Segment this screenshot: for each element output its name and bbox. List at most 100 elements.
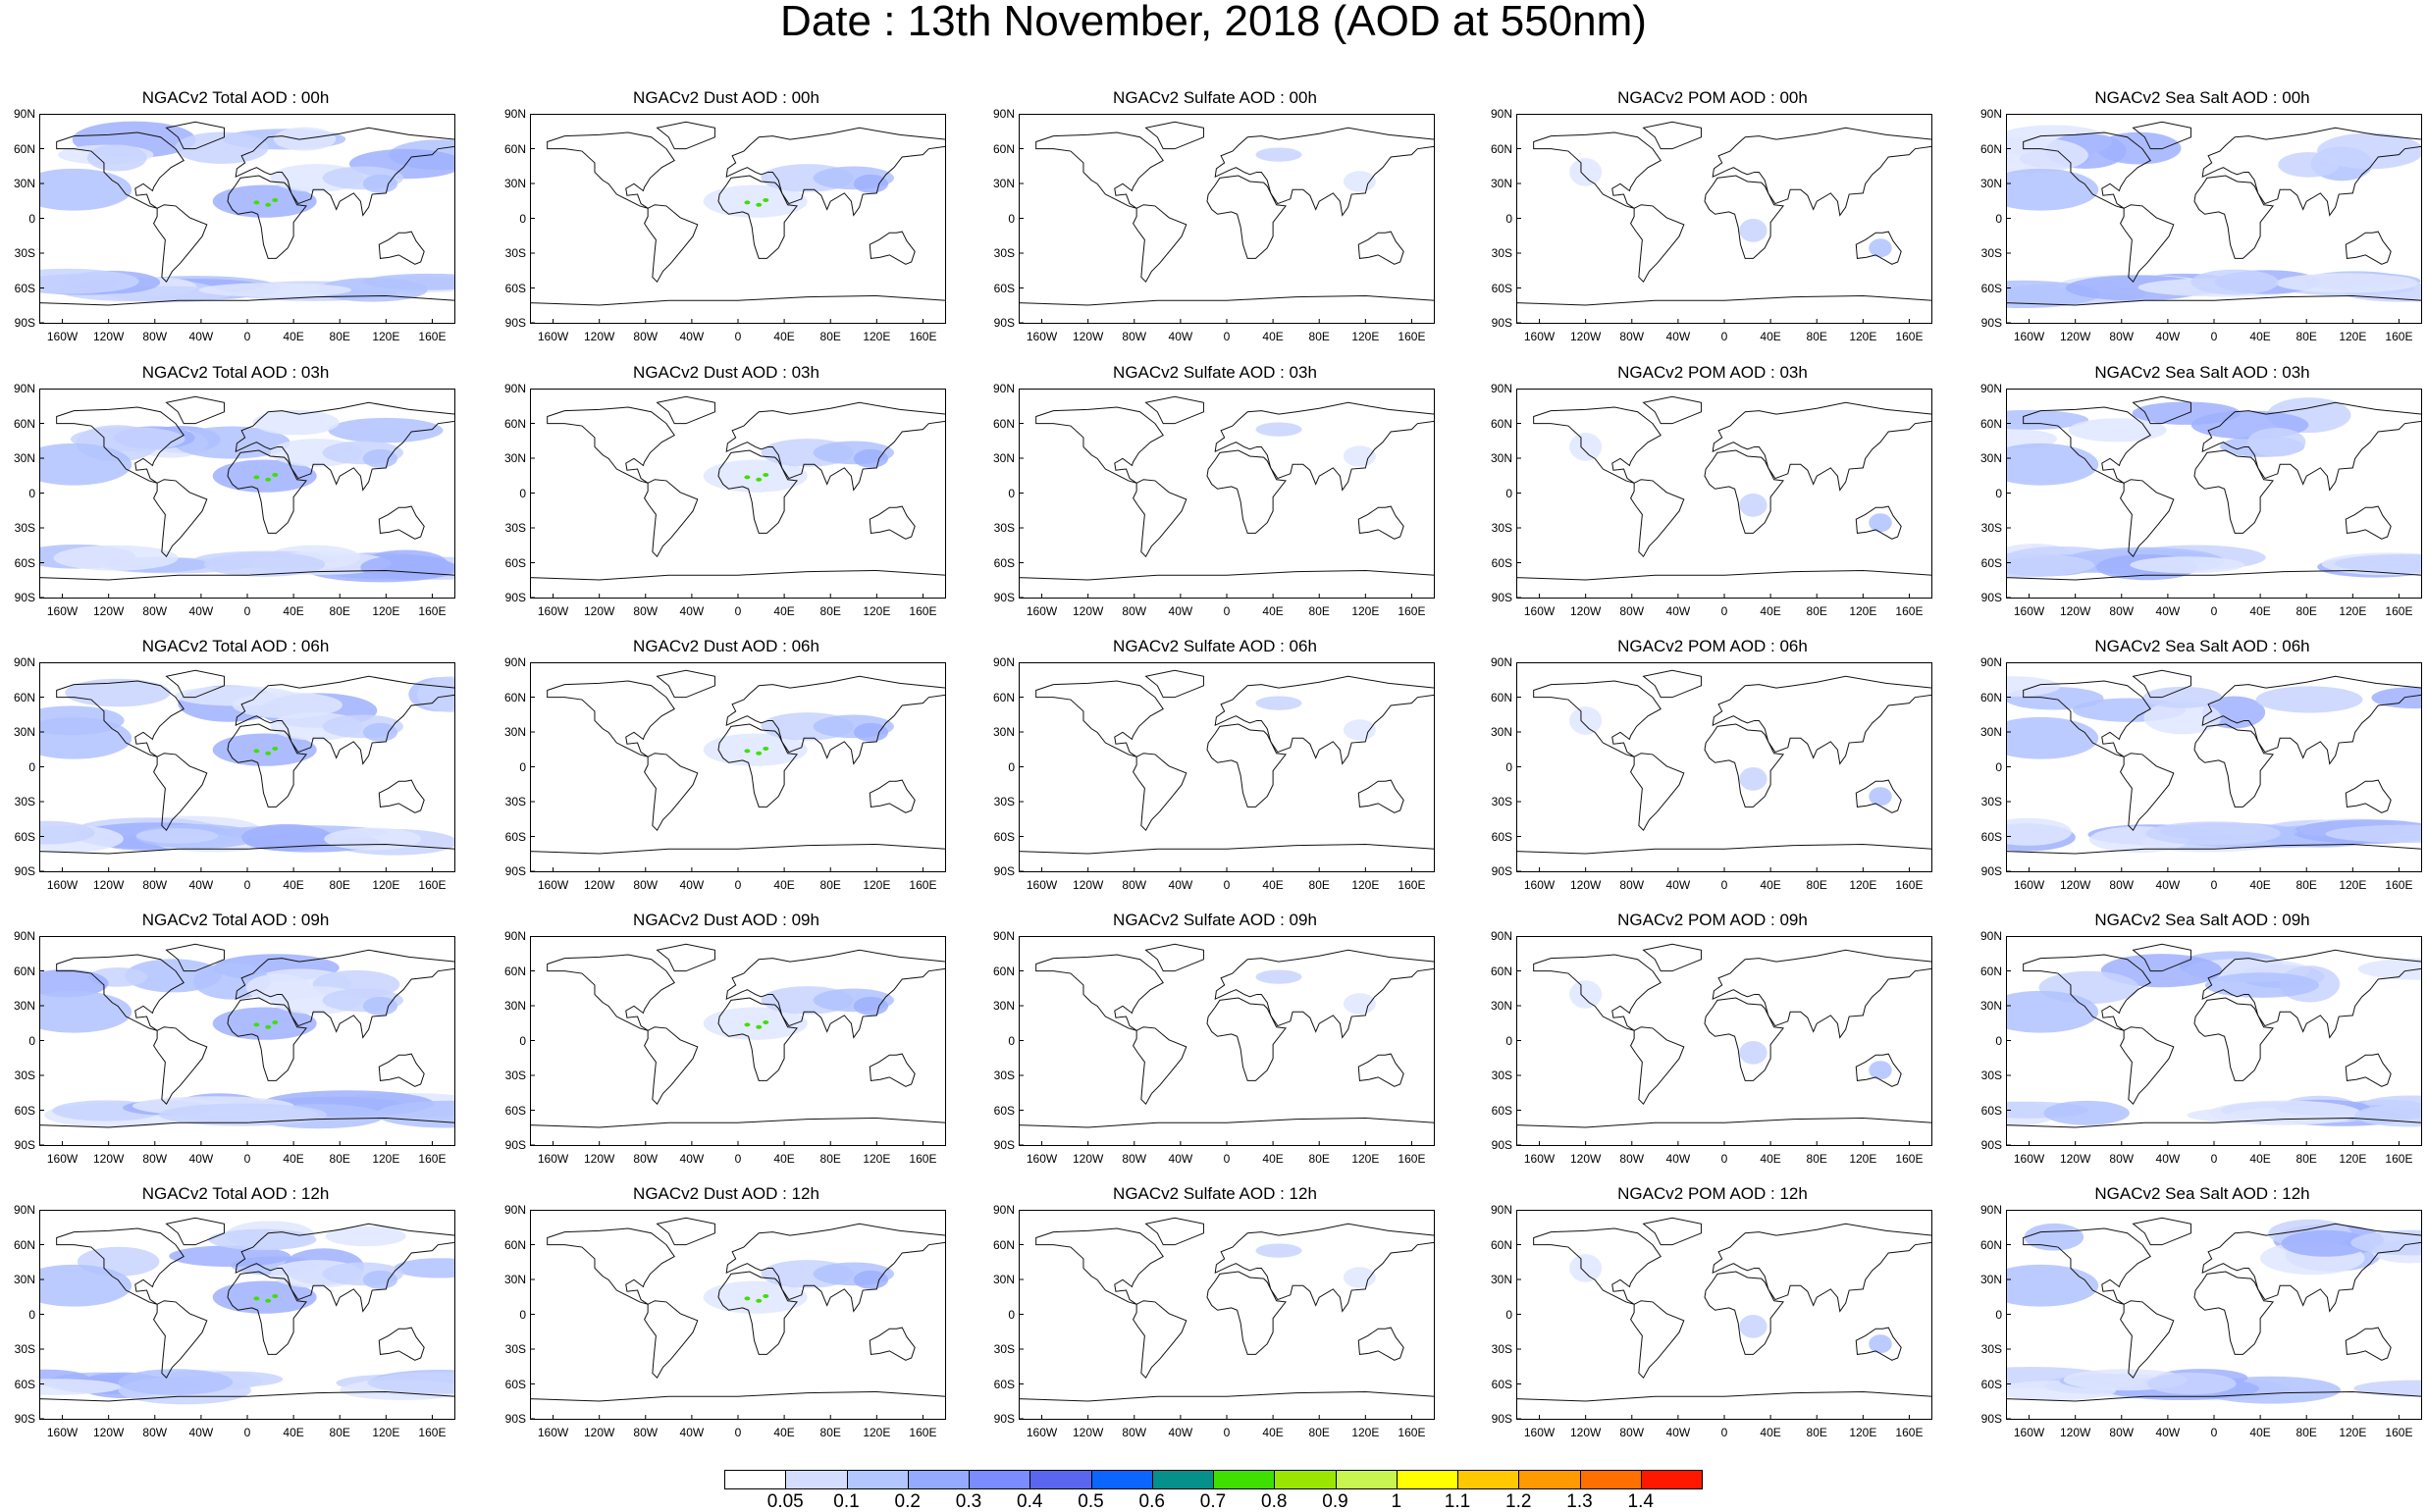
lat-tick-label: 30N xyxy=(1490,725,1512,739)
lat-tick-label: 0 xyxy=(28,1307,35,1322)
colorbar-swatch xyxy=(1151,1470,1214,1489)
coastline xyxy=(1516,1117,1932,1146)
colorbar-label: 0.6 xyxy=(1138,1491,1165,1512)
lon-tick-label: 80W xyxy=(142,1152,168,1166)
colorbar-label: 0.05 xyxy=(766,1491,804,1512)
aod-shading xyxy=(703,733,808,766)
lat-tick-label: 60N xyxy=(13,690,35,704)
coastline xyxy=(378,505,425,540)
lat-tick-label: 90S xyxy=(504,1412,526,1426)
lat-tick-label: 0 xyxy=(1008,1307,1015,1322)
panel-title: NGACv2 Sulfate AOD : 03h xyxy=(1113,363,1317,382)
lon-tick-label: 160W xyxy=(46,878,79,892)
coastline xyxy=(56,406,185,484)
aod-map xyxy=(39,1210,455,1420)
lon-tick-label: 80W xyxy=(633,1426,659,1439)
aod-map xyxy=(1516,114,1932,324)
lat-tick-label: 30N xyxy=(1979,999,2002,1013)
lat-tick-label: 60S xyxy=(993,555,1015,570)
lon-tick-label: 160W xyxy=(46,1152,79,1166)
lon-tick-label: 40E xyxy=(2249,878,2271,892)
lon-tick-label: 80W xyxy=(142,330,168,343)
lat-tick-label: 90S xyxy=(1980,1138,2002,1152)
aod-shading xyxy=(853,1270,889,1289)
aod-shading xyxy=(1869,238,1892,258)
coastline xyxy=(1533,131,1662,209)
lon-tick-label: 80W xyxy=(1122,604,1147,618)
lon-tick-label: 120W xyxy=(2059,330,2091,343)
coastline xyxy=(378,779,425,813)
coastline xyxy=(153,204,208,284)
lat-tick-label: 60N xyxy=(1490,141,1512,156)
lon-tick-label: 0 xyxy=(734,878,742,892)
lon-tick-label: 40W xyxy=(1665,1152,1691,1166)
aod-hotspot xyxy=(272,746,279,751)
lat-tick-label: 60S xyxy=(504,829,526,844)
aod-map xyxy=(1516,1210,1932,1420)
lon-tick-label: 40W xyxy=(2155,330,2181,343)
coastline xyxy=(1133,479,1187,558)
coastline xyxy=(378,1327,425,1361)
aod-hotspot xyxy=(756,751,763,756)
lon-tick-label: 40E xyxy=(773,330,795,343)
map-frame xyxy=(1019,936,1435,1146)
coastline xyxy=(725,127,946,217)
lon-tick-label: 80W xyxy=(1122,878,1147,892)
panel-title: NGACv2 Sea Salt AOD : 12h xyxy=(2094,1184,2310,1203)
aod-hotspot xyxy=(744,1296,751,1301)
lon-tick-label: 40E xyxy=(773,1152,795,1166)
lat-tick-label: 30S xyxy=(14,521,35,535)
aod-hotspot xyxy=(253,1296,260,1301)
panel-title: NGACv2 Total AOD : 09h xyxy=(141,911,330,929)
coastline xyxy=(2023,406,2151,484)
coastline xyxy=(1144,395,1204,425)
lat-tick-label: 30N xyxy=(503,451,526,465)
coastline xyxy=(1712,401,1932,492)
lat-tick-label: 30S xyxy=(1491,246,1512,260)
lat-tick-label: 0 xyxy=(519,1307,526,1322)
coastline xyxy=(1035,131,1164,209)
aod-map xyxy=(530,389,946,599)
lon-tick-label: 160E xyxy=(1895,878,1924,892)
aod-shading xyxy=(1569,1254,1603,1282)
aod-shading xyxy=(2006,990,2099,1033)
aod-shading xyxy=(703,459,808,493)
lat-tick-label: 30S xyxy=(14,795,35,808)
coastline xyxy=(165,669,225,699)
lat-tick-label: 0 xyxy=(1505,211,1512,226)
aod-map xyxy=(1019,389,1435,599)
aod-shading xyxy=(39,443,132,486)
lat-tick-label: 60S xyxy=(1491,281,1512,295)
lon-tick-label: 80E xyxy=(1806,330,1827,343)
aod-hotspot xyxy=(763,472,769,477)
aod-shading xyxy=(232,692,343,718)
lon-tick-label: 40W xyxy=(1665,330,1691,343)
lon-tick-label: 80E xyxy=(819,1152,841,1166)
lat-tick-label: 60N xyxy=(503,690,526,704)
aod-shading xyxy=(1869,513,1892,533)
aod-map xyxy=(39,936,455,1146)
lon-tick-label: 160W xyxy=(537,878,569,892)
coastline xyxy=(1019,1390,1435,1420)
lat-tick-label: 30S xyxy=(1491,521,1512,535)
lon-tick-label: 120W xyxy=(1072,1152,1104,1166)
lon-tick-label: 0 xyxy=(734,330,742,343)
lon-tick-label: 40E xyxy=(1262,1152,1284,1166)
lat-tick-label: 90N xyxy=(13,1203,35,1217)
coastline xyxy=(1206,449,1288,534)
lon-tick-label: 160E xyxy=(1398,604,1426,618)
colorbar-label: 1.2 xyxy=(1505,1491,1532,1512)
lon-tick-label: 80W xyxy=(633,330,659,343)
coastline xyxy=(227,449,308,534)
aod-shading xyxy=(1343,719,1376,741)
coastline xyxy=(153,1026,208,1106)
coastline xyxy=(1533,680,1662,757)
aod-map xyxy=(530,1210,946,1420)
lat-tick-label: 60N xyxy=(503,141,526,156)
aod-shading xyxy=(2068,418,2167,443)
coastline xyxy=(1704,997,1785,1081)
aod-map xyxy=(1516,662,1932,872)
map-panel: NGACv2 Dust AOD : 00h 90N 60N 30N 0 30S 60S 90S… xyxy=(491,88,962,363)
lon-tick-label: 80E xyxy=(329,330,350,343)
lat-tick-label: 30S xyxy=(1980,246,2002,260)
